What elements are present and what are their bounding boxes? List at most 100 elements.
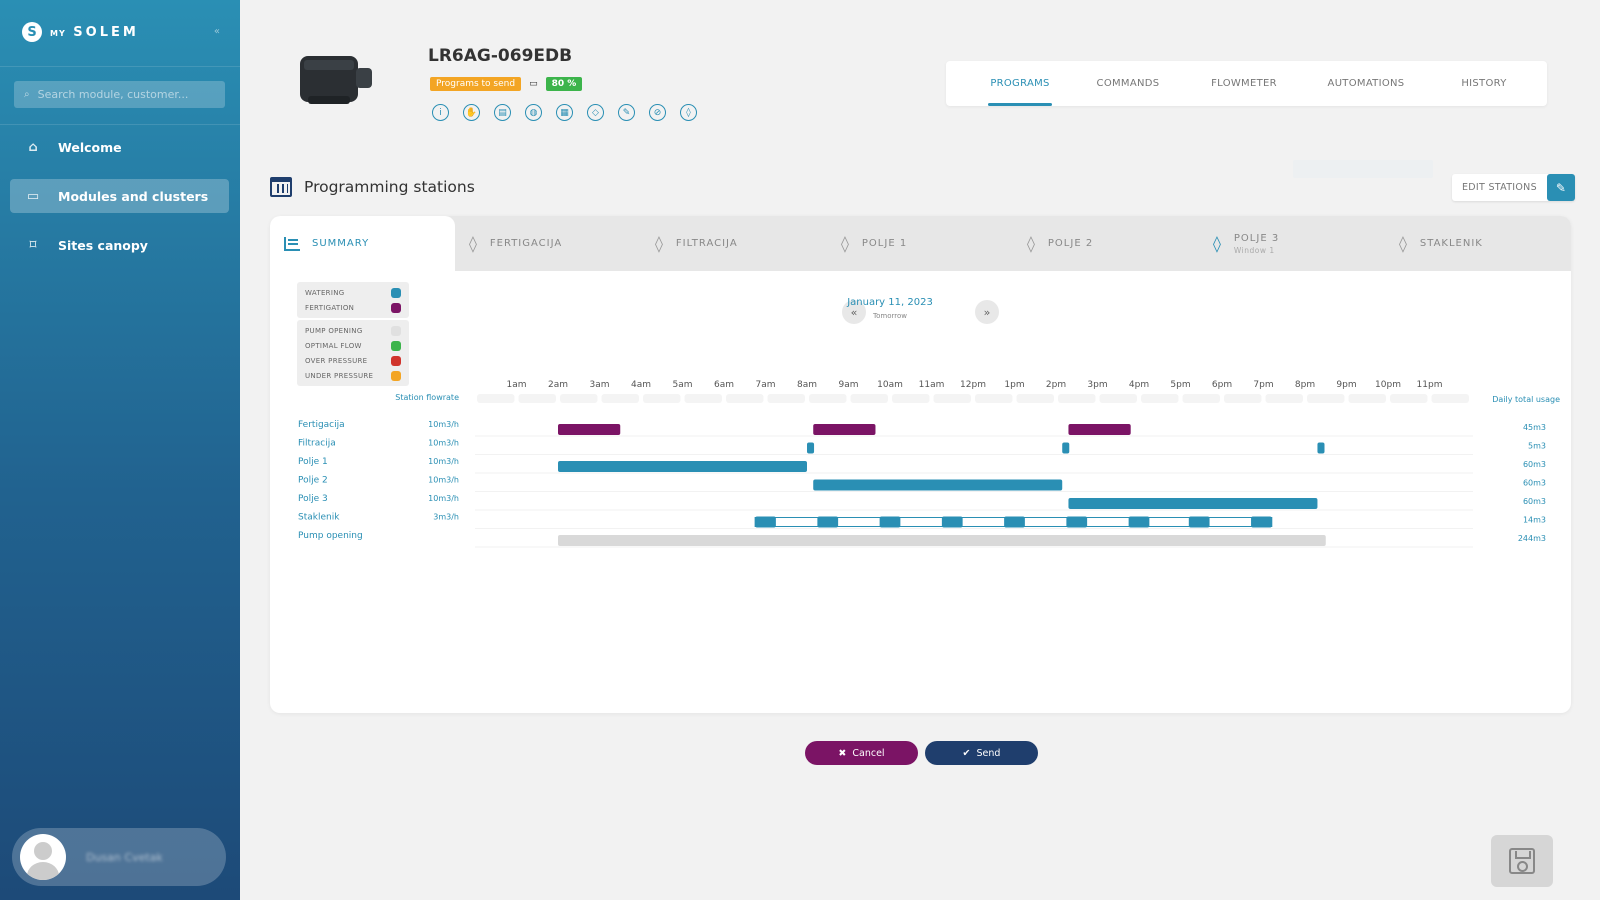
avatar bbox=[20, 834, 66, 880]
hour-cell bbox=[1016, 394, 1054, 403]
info-icon[interactable]: i bbox=[432, 104, 449, 121]
save-button[interactable] bbox=[1491, 835, 1553, 887]
home-icon: ⌂ bbox=[28, 139, 38, 155]
hour-label: 4pm bbox=[1129, 380, 1149, 390]
next-day-button[interactable]: » bbox=[975, 300, 999, 324]
tag-icon[interactable]: ◇ bbox=[587, 104, 604, 121]
hour-label: 11pm bbox=[1417, 380, 1443, 390]
station-tab-polje-3[interactable]: ◊ POLJE 3 Window 1 bbox=[1199, 216, 1385, 271]
search-box[interactable]: ⌕ bbox=[14, 81, 225, 108]
legend-item: PUMP OPENING bbox=[297, 323, 409, 338]
station-name: Polje 1 bbox=[298, 457, 328, 467]
station-tab-polje-2[interactable]: ◊ POLJE 2 bbox=[1013, 216, 1199, 271]
no-water-icon[interactable]: ⊘ bbox=[649, 104, 666, 121]
sidebar-item-sites[interactable]: ⌑ Sites canopy bbox=[10, 228, 229, 262]
hour-label: 7pm bbox=[1253, 380, 1273, 390]
station-usage: 244m3 bbox=[1518, 534, 1546, 543]
schedule-bar bbox=[1128, 516, 1150, 528]
hour-label: 1pm bbox=[1004, 380, 1024, 390]
tab-programs[interactable]: PROGRAMS bbox=[988, 61, 1052, 106]
date-sublabel: Tomorrow bbox=[873, 312, 907, 320]
tab-automations[interactable]: AUTOMATIONS bbox=[1327, 78, 1405, 89]
date-label: January 11, 2023 bbox=[847, 297, 933, 308]
tab-flowmeter[interactable]: FLOWMETER bbox=[1211, 78, 1277, 89]
water-drop-icon: ◊ bbox=[841, 234, 850, 253]
hand-icon[interactable]: ✋ bbox=[463, 104, 480, 121]
hour-label: 3pm bbox=[1087, 380, 1107, 390]
edit-stations-button[interactable]: EDIT STATIONS ✎ bbox=[1452, 174, 1575, 201]
station-tab-filtracija[interactable]: ◊ FILTRACIJA bbox=[641, 216, 827, 271]
globe-icon[interactable]: ◍ bbox=[525, 104, 542, 121]
app-logo[interactable]: S MY SOLEM bbox=[22, 22, 139, 42]
check-icon: ✔ bbox=[962, 747, 971, 759]
pencil-icon[interactable]: ✎ bbox=[618, 104, 635, 121]
divider bbox=[0, 66, 240, 67]
solem-logo-icon: S bbox=[22, 22, 42, 42]
station-flowrate: 10m3/h bbox=[428, 476, 459, 485]
schedule-bar bbox=[1004, 516, 1025, 528]
station-name: Polje 3 bbox=[298, 494, 328, 504]
station-flowrate: 10m3/h bbox=[428, 457, 459, 466]
hour-cell bbox=[1099, 394, 1137, 403]
station-tab-fertigacija[interactable]: ◊ FERTIGACIJA bbox=[455, 216, 641, 271]
station-tab-sublabel: Window 1 bbox=[1233, 245, 1275, 255]
module-tabs: PROGRAMS COMMANDS FLOWMETER AUTOMATIONS … bbox=[946, 61, 1547, 106]
tab-commands[interactable]: COMMANDS bbox=[1096, 78, 1160, 89]
station-tab-label: FERTIGACIJA bbox=[489, 238, 563, 249]
hour-label: 4am bbox=[631, 380, 651, 390]
hour-label: 8am bbox=[797, 380, 817, 390]
hour-label: 11am bbox=[919, 380, 945, 390]
hour-cell bbox=[1224, 394, 1262, 403]
collapse-sidebar-icon[interactable]: « bbox=[213, 26, 220, 37]
close-icon: ✖ bbox=[838, 747, 847, 759]
hour-label: 2am bbox=[548, 380, 568, 390]
water-drop-icon: ◊ bbox=[469, 234, 478, 253]
cancel-button[interactable]: ✖ Cancel bbox=[805, 741, 918, 765]
hour-label: 7am bbox=[755, 380, 775, 390]
sidebar-item-welcome[interactable]: ⌂ Welcome bbox=[10, 130, 229, 164]
schedule-bar bbox=[1251, 516, 1272, 528]
tab-history[interactable]: HISTORY bbox=[1461, 78, 1507, 89]
hour-cell bbox=[477, 394, 515, 403]
user-profile[interactable]: Dusan Cvetak bbox=[12, 828, 226, 886]
station-usage: 45m3 bbox=[1523, 423, 1546, 432]
water-drop-icon: ◊ bbox=[1399, 234, 1408, 253]
map-icon: ⌑ bbox=[29, 237, 37, 253]
station-flowrate: 10m3/h bbox=[428, 420, 459, 429]
hour-cell bbox=[684, 394, 722, 403]
modules-icon: ▭ bbox=[26, 188, 40, 204]
station-tab-summary[interactable]: SUMMARY bbox=[270, 216, 455, 271]
station-name: Fertigacija bbox=[298, 420, 345, 430]
calculator-icon[interactable]: ▦ bbox=[556, 104, 573, 121]
hour-label: 9pm bbox=[1336, 380, 1356, 390]
hour-cell bbox=[1348, 394, 1386, 403]
station-usage: 60m3 bbox=[1523, 479, 1546, 488]
station-name: Polje 2 bbox=[298, 476, 328, 486]
save-icon bbox=[1509, 848, 1535, 874]
sidebar-item-modules[interactable]: ▭ Modules and clusters bbox=[10, 179, 229, 213]
schedule-bar bbox=[1188, 516, 1210, 528]
hour-label: 5am bbox=[672, 380, 692, 390]
water-drop-icon: ◊ bbox=[1027, 234, 1036, 253]
hour-cell bbox=[726, 394, 764, 403]
hour-cell bbox=[1431, 394, 1469, 403]
calendar-icon bbox=[270, 177, 292, 197]
legend-item: FERTIGATION bbox=[297, 300, 409, 315]
logo-prefix: MY bbox=[50, 28, 66, 38]
search-input[interactable] bbox=[37, 88, 198, 101]
station-tab-polje-1[interactable]: ◊ POLJE 1 bbox=[827, 216, 1013, 271]
station-name: Staklenik bbox=[298, 513, 340, 523]
schedule-bar bbox=[1062, 442, 1070, 454]
station-usage: 14m3 bbox=[1523, 516, 1546, 525]
schedule-bar bbox=[1068, 424, 1131, 435]
station-tab-label: FILTRACIJA bbox=[675, 238, 738, 249]
station-tab-staklenik[interactable]: ◊ STAKLENIK bbox=[1385, 216, 1571, 271]
prev-day-button[interactable]: « bbox=[842, 300, 866, 324]
station-tab-label: STAKLENIK bbox=[1419, 238, 1483, 249]
legend-swatch bbox=[391, 355, 401, 366]
book-icon[interactable]: ▤ bbox=[494, 104, 511, 121]
schedule-bar bbox=[807, 442, 815, 454]
water-drop-icon[interactable]: ◊ bbox=[680, 104, 697, 121]
send-button[interactable]: ✔ Send bbox=[925, 741, 1038, 765]
hour-cell bbox=[1058, 394, 1096, 403]
